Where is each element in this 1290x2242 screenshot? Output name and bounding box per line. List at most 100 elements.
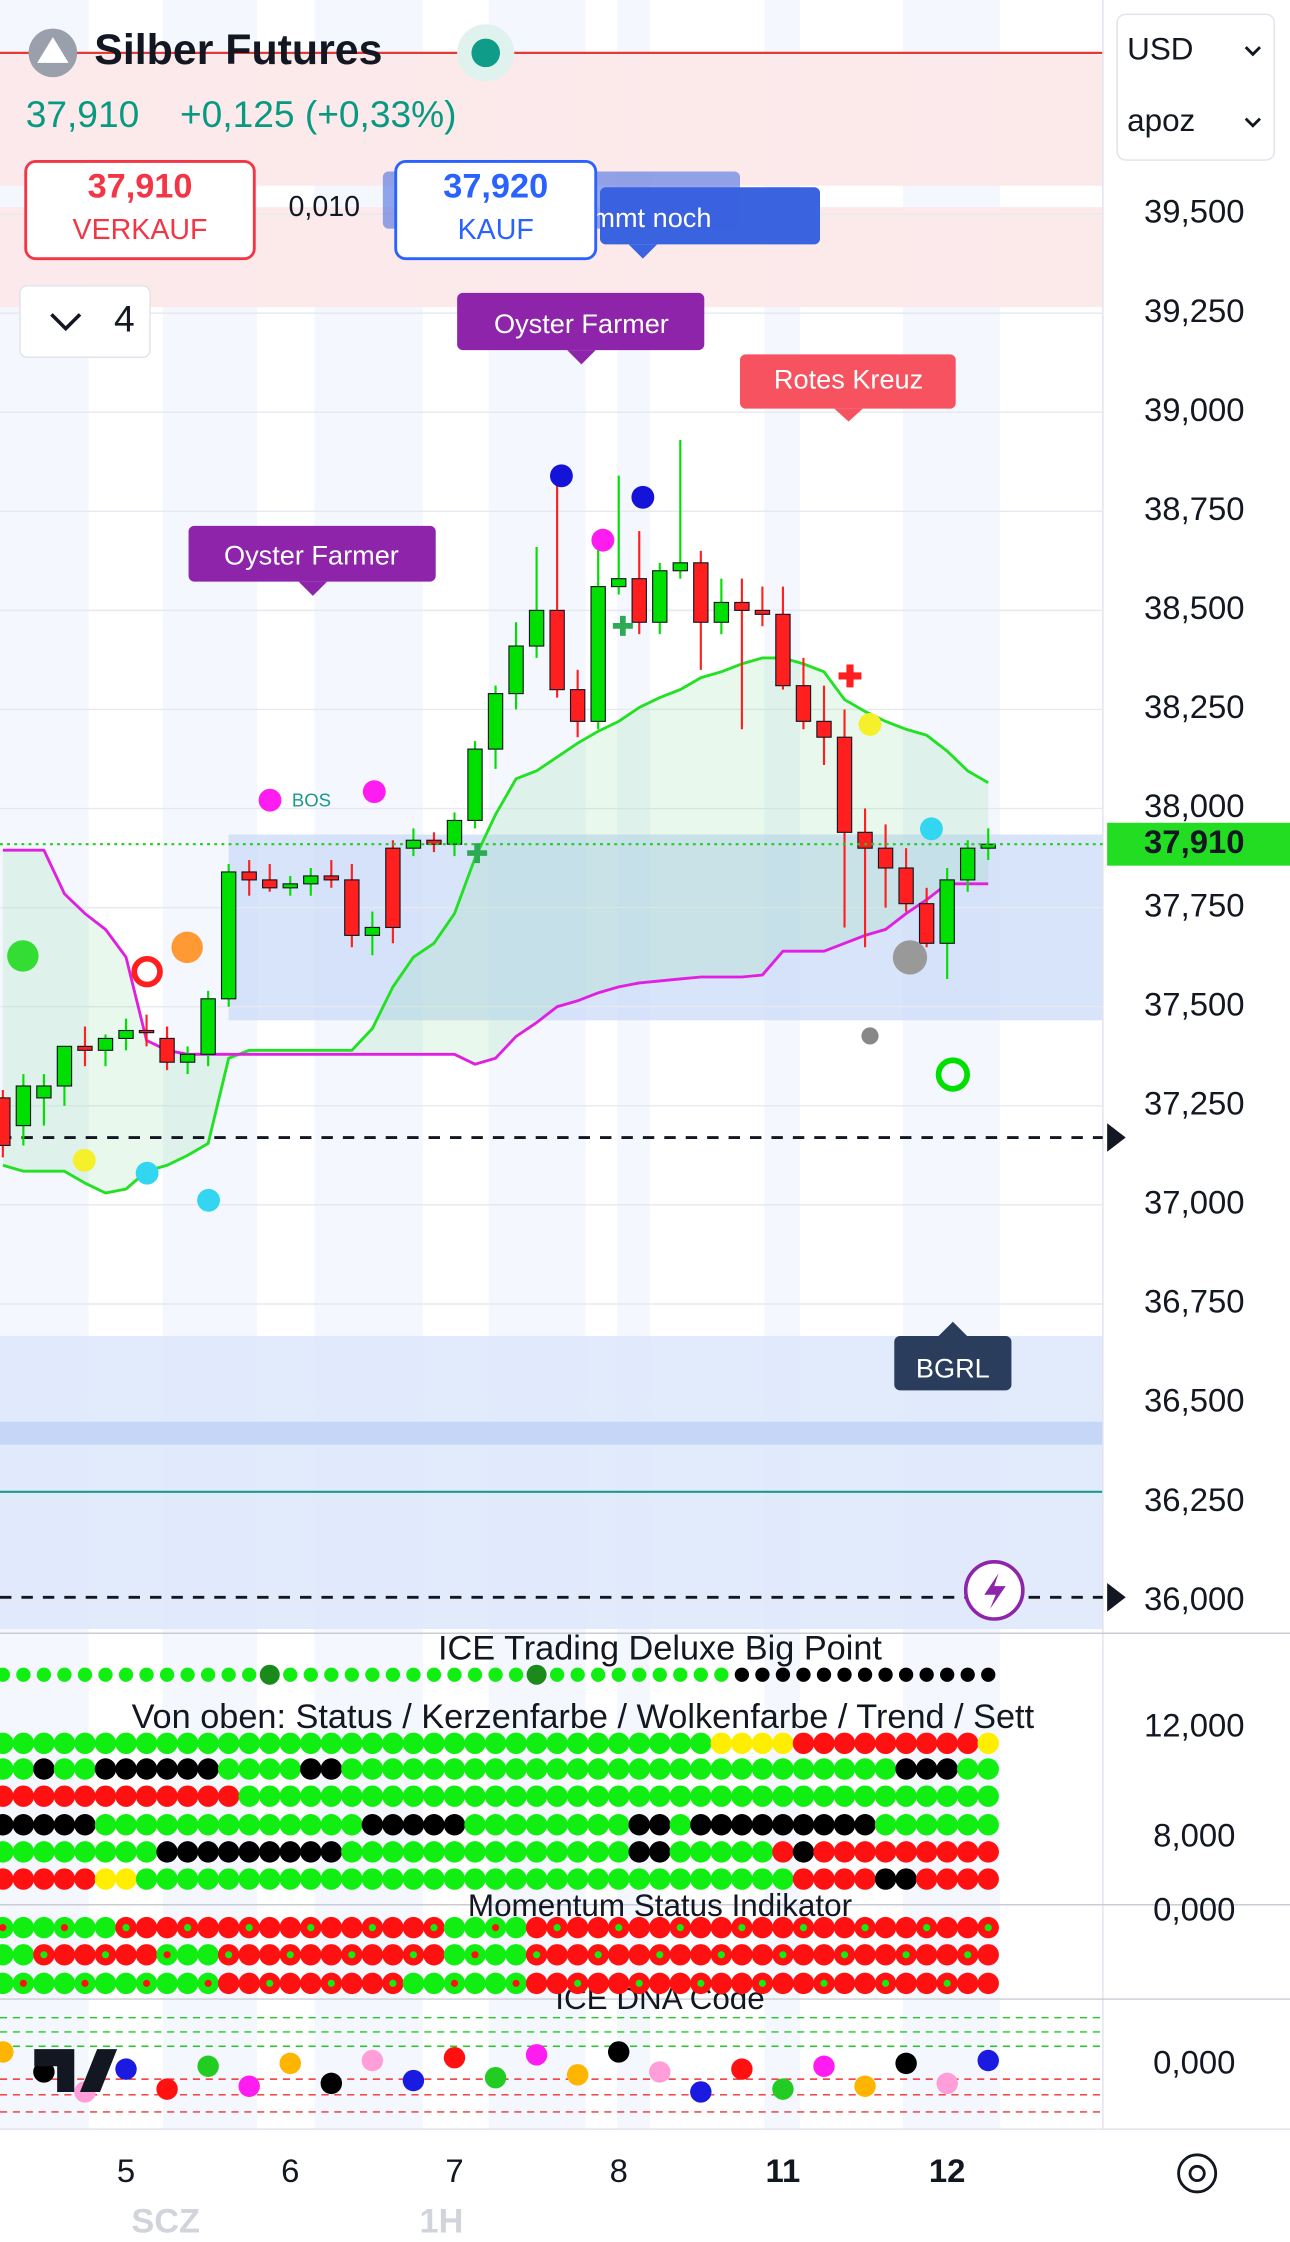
candle-body [528,609,545,647]
candle-body [36,1085,52,1099]
momentum-dot [751,1916,774,1939]
status-dot [956,1814,979,1836]
momentum-inner [184,1924,192,1932]
dna-dot [197,2055,219,2077]
momentum-inner [656,1951,664,1959]
candle-body [857,831,873,849]
status-dot [217,1868,240,1890]
status-dot [402,1758,425,1780]
settings-icon[interactable] [1177,2153,1218,2194]
bigpoint-dot [180,1667,195,1682]
buy-button[interactable] [394,160,598,261]
status-dot [464,1785,486,1807]
bigpoint-dot [878,1667,893,1682]
bigpoint-dot [385,1667,401,1682]
status-dot [731,1841,753,1863]
status-dot [649,1732,671,1755]
sell-button[interactable] [24,160,256,261]
momentum-dot [731,1944,753,1966]
momentum-dot [443,1916,466,1939]
sell-label: VERKAUF [73,214,208,246]
momentum-inner [204,1979,212,1987]
currency-box[interactable] [1116,13,1275,161]
signal-dot [258,788,282,812]
momentum-inner [758,1979,766,1987]
y-tick-label: 39,500 [1144,193,1245,230]
bigpoint-dot [365,1667,380,1682]
status-dot [464,1814,486,1836]
candle-body [816,720,832,738]
dna-dot [690,2081,712,2103]
status-dot [833,1841,856,1863]
candle-body [97,1037,114,1051]
status-dot [710,1868,733,1890]
status-dot [710,1785,733,1807]
status-dot [874,1868,897,1890]
buy-label: KAUF [458,214,534,246]
status-dot [833,1758,856,1780]
momentum-dot [484,1972,507,1995]
dna-dot [443,2046,466,2069]
marker-pointer [567,350,596,365]
status-dot [382,1758,404,1780]
momentum-dot [135,1944,158,1966]
status-dot [361,1785,384,1807]
status-dot [915,1732,938,1755]
footer-tab[interactable]: 1H [420,2202,464,2240]
status-dot [546,1785,568,1807]
status-dot [525,1758,548,1780]
bigpoint-dot [36,1667,52,1682]
footer-tab[interactable]: SCZ [131,2202,200,2240]
y-tick-label: 39,000 [1144,391,1245,428]
dna-dot [566,2064,589,2086]
status-dot [238,1868,260,1890]
status-dot [505,1732,527,1755]
status-dot [690,1868,712,1890]
momentum-dot [279,1972,301,1995]
sell-price: 37,910 [88,168,193,206]
plot-area [0,439,1103,1599]
candle-body [138,1029,155,1034]
status-dot [197,1814,219,1836]
status-dot [259,1785,281,1807]
momentum-inner [450,1979,459,1987]
candle-body [877,847,894,869]
status-dot [402,1841,425,1863]
signal-dot [892,940,928,975]
momentum-dot [464,1972,486,1995]
marker-label [188,525,436,582]
momentum-dot [854,1972,876,1995]
status-dot [471,38,500,68]
momentum-dot [156,1916,178,1939]
panel-axis-label: 0,000 [1153,1891,1235,1928]
status-dot [74,1732,96,1755]
momentum-dot [792,1944,815,1966]
spread: 0,010 [289,191,360,223]
candle-body [385,847,401,929]
marker-label [740,354,956,409]
momentum-dot [587,1972,609,1995]
momentum-dot [505,1916,527,1939]
status-dot [217,1758,240,1780]
momentum-dot [915,1944,938,1966]
momentum-dot [956,1916,979,1939]
dna-dot [279,2052,301,2075]
status-dot [402,1785,425,1807]
status-dot [197,1758,219,1780]
momentum-dot [12,1916,35,1939]
status-dot [259,1868,281,1890]
bigpoint-dot [898,1667,914,1682]
candle-body [241,871,257,881]
status-dot [772,1868,794,1890]
status-dot [792,1868,815,1890]
momentum-dot [956,1972,979,1995]
indicator-toggle[interactable] [19,285,151,358]
momentum-inner [615,1924,623,1932]
status-dot [874,1758,897,1780]
status-dot [484,1868,507,1890]
dna-dot [320,2072,343,2095]
status-dot [361,1814,384,1836]
cross-marker [838,664,862,688]
status-dot [669,1785,692,1807]
momentum-inner [225,1951,233,1959]
